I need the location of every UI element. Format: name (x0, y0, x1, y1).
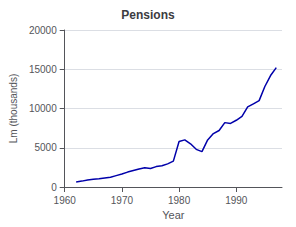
svg-text:1970: 1970 (111, 195, 134, 206)
svg-text:Pensions: Pensions (121, 8, 175, 22)
svg-text:1990: 1990 (225, 195, 248, 206)
svg-text:0: 0 (51, 182, 57, 193)
svg-text:1980: 1980 (168, 195, 191, 206)
svg-text:5000: 5000 (34, 142, 57, 153)
svg-text:Year: Year (162, 209, 185, 221)
svg-text:Lm (thousands): Lm (thousands) (8, 74, 19, 143)
svg-text:10000: 10000 (29, 103, 57, 114)
svg-text:20000: 20000 (29, 25, 57, 36)
svg-text:1960: 1960 (54, 195, 77, 206)
svg-text:15000: 15000 (29, 64, 57, 75)
